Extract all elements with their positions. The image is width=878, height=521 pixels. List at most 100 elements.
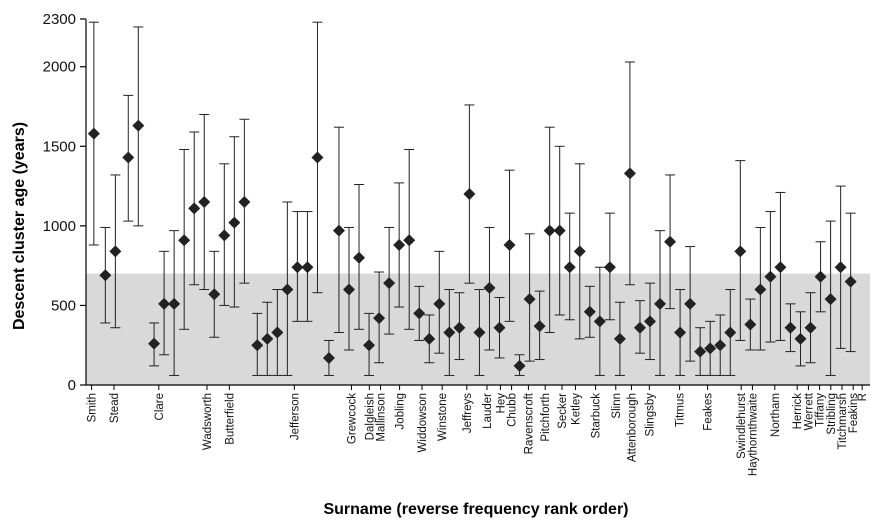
y-tick-label: 500 bbox=[51, 297, 76, 314]
data-point bbox=[543, 224, 556, 237]
data-point bbox=[109, 245, 122, 258]
data-point bbox=[633, 321, 646, 334]
x-tick-label: Tiffany bbox=[815, 393, 827, 427]
data-point bbox=[251, 339, 264, 352]
x-tick-label: Attenborough bbox=[626, 393, 638, 462]
data-point bbox=[523, 293, 536, 306]
y-tick-label: 2300 bbox=[43, 11, 76, 28]
x-tick-label: Northam bbox=[770, 393, 782, 437]
data-point bbox=[654, 297, 667, 310]
data-point bbox=[513, 359, 526, 372]
x-tick-label: Hey bbox=[495, 393, 507, 414]
y-tick-label: 1500 bbox=[43, 138, 76, 155]
data-point bbox=[714, 339, 727, 352]
x-tick-label: Winstone bbox=[437, 393, 449, 441]
data-point bbox=[784, 321, 797, 334]
data-point bbox=[281, 283, 294, 296]
data-point bbox=[291, 261, 304, 274]
data-point bbox=[99, 269, 112, 282]
data-point bbox=[573, 245, 586, 258]
data-point bbox=[132, 119, 145, 132]
data-point bbox=[804, 321, 817, 334]
data-point bbox=[814, 270, 827, 283]
data-point bbox=[463, 188, 476, 201]
data-point bbox=[473, 326, 486, 339]
data-point bbox=[593, 315, 606, 328]
data-point bbox=[423, 332, 436, 345]
data-point bbox=[261, 332, 274, 345]
x-tick-label: Lauder bbox=[482, 393, 494, 429]
y-tick-label: 2000 bbox=[43, 59, 76, 76]
data-point bbox=[168, 297, 181, 310]
data-point bbox=[724, 326, 737, 339]
data-point bbox=[834, 261, 847, 274]
data-point bbox=[754, 283, 767, 296]
data-point bbox=[493, 321, 506, 334]
data-point bbox=[674, 326, 687, 339]
data-point bbox=[664, 235, 677, 248]
data-point bbox=[844, 275, 857, 288]
y-tick-label: 1000 bbox=[43, 218, 76, 235]
data-point bbox=[301, 261, 314, 274]
y-axis-title: Descent cluster age (years) bbox=[11, 122, 28, 330]
data-point bbox=[122, 151, 135, 164]
x-tick-label: Haythornthwaite bbox=[747, 393, 759, 476]
x-tick-label: Dalgleish bbox=[364, 393, 376, 440]
x-tick-label: Ketley bbox=[570, 393, 582, 425]
x-axis-title: Surname (reverse frequency rank order) bbox=[323, 501, 628, 518]
data-point bbox=[228, 216, 241, 229]
data-point bbox=[433, 297, 446, 310]
data-point bbox=[343, 283, 355, 296]
data-point bbox=[503, 238, 516, 251]
data-point bbox=[178, 234, 191, 247]
x-tick-label: Jeffreys bbox=[462, 393, 474, 433]
data-point bbox=[623, 167, 636, 180]
x-tick-label: Secker bbox=[557, 393, 569, 429]
data-point bbox=[613, 332, 626, 345]
x-tick-label: Clare bbox=[154, 393, 166, 420]
data-point bbox=[704, 342, 717, 355]
x-tick-label: Stead bbox=[109, 393, 121, 423]
data-point bbox=[794, 332, 807, 345]
x-tick-label: Titmus bbox=[675, 393, 687, 427]
x-tick-label: Swindlehurst bbox=[736, 392, 748, 459]
data-point bbox=[533, 320, 546, 333]
data-point bbox=[332, 224, 345, 237]
x-tick-label: Titchmarsh bbox=[837, 393, 849, 449]
data-point bbox=[208, 288, 221, 301]
data-point bbox=[403, 234, 416, 247]
data-point bbox=[553, 224, 566, 237]
x-tick-label: Herrick bbox=[792, 393, 804, 430]
data-point bbox=[148, 337, 161, 350]
x-tick-label: Werrett bbox=[803, 392, 815, 430]
data-point bbox=[238, 196, 251, 208]
x-tick-label: Widdowson bbox=[417, 393, 429, 452]
x-tick-label: Chubb bbox=[507, 393, 519, 427]
data-point bbox=[198, 196, 211, 208]
data-point bbox=[603, 261, 616, 274]
data-point bbox=[764, 270, 777, 283]
x-tick-label: Ravenscroft bbox=[523, 392, 535, 454]
x-tick-label: Slingsby bbox=[644, 393, 656, 437]
x-tick-label: Mallinson bbox=[376, 393, 388, 442]
data-point bbox=[353, 251, 366, 264]
data-point bbox=[413, 307, 426, 320]
x-tick-label: Butterfield bbox=[224, 393, 236, 445]
data-point bbox=[188, 202, 201, 215]
data-point bbox=[363, 339, 376, 352]
data-point bbox=[774, 261, 787, 274]
data-point bbox=[383, 277, 396, 290]
x-tick-label: Wadsworth bbox=[202, 393, 214, 450]
data-point bbox=[644, 315, 656, 328]
x-tick-label: Slinn bbox=[611, 393, 623, 419]
data-point bbox=[373, 312, 386, 325]
x-tick-label: R bbox=[857, 393, 869, 401]
data-point bbox=[583, 305, 596, 318]
data-point bbox=[684, 297, 697, 310]
data-point bbox=[443, 326, 456, 339]
x-tick-label: Jefferson bbox=[289, 393, 301, 440]
x-tick-label: Jobling bbox=[395, 393, 407, 429]
x-tick-label: Pitchforth bbox=[540, 393, 552, 442]
x-tick-label: Feakins bbox=[848, 393, 860, 434]
